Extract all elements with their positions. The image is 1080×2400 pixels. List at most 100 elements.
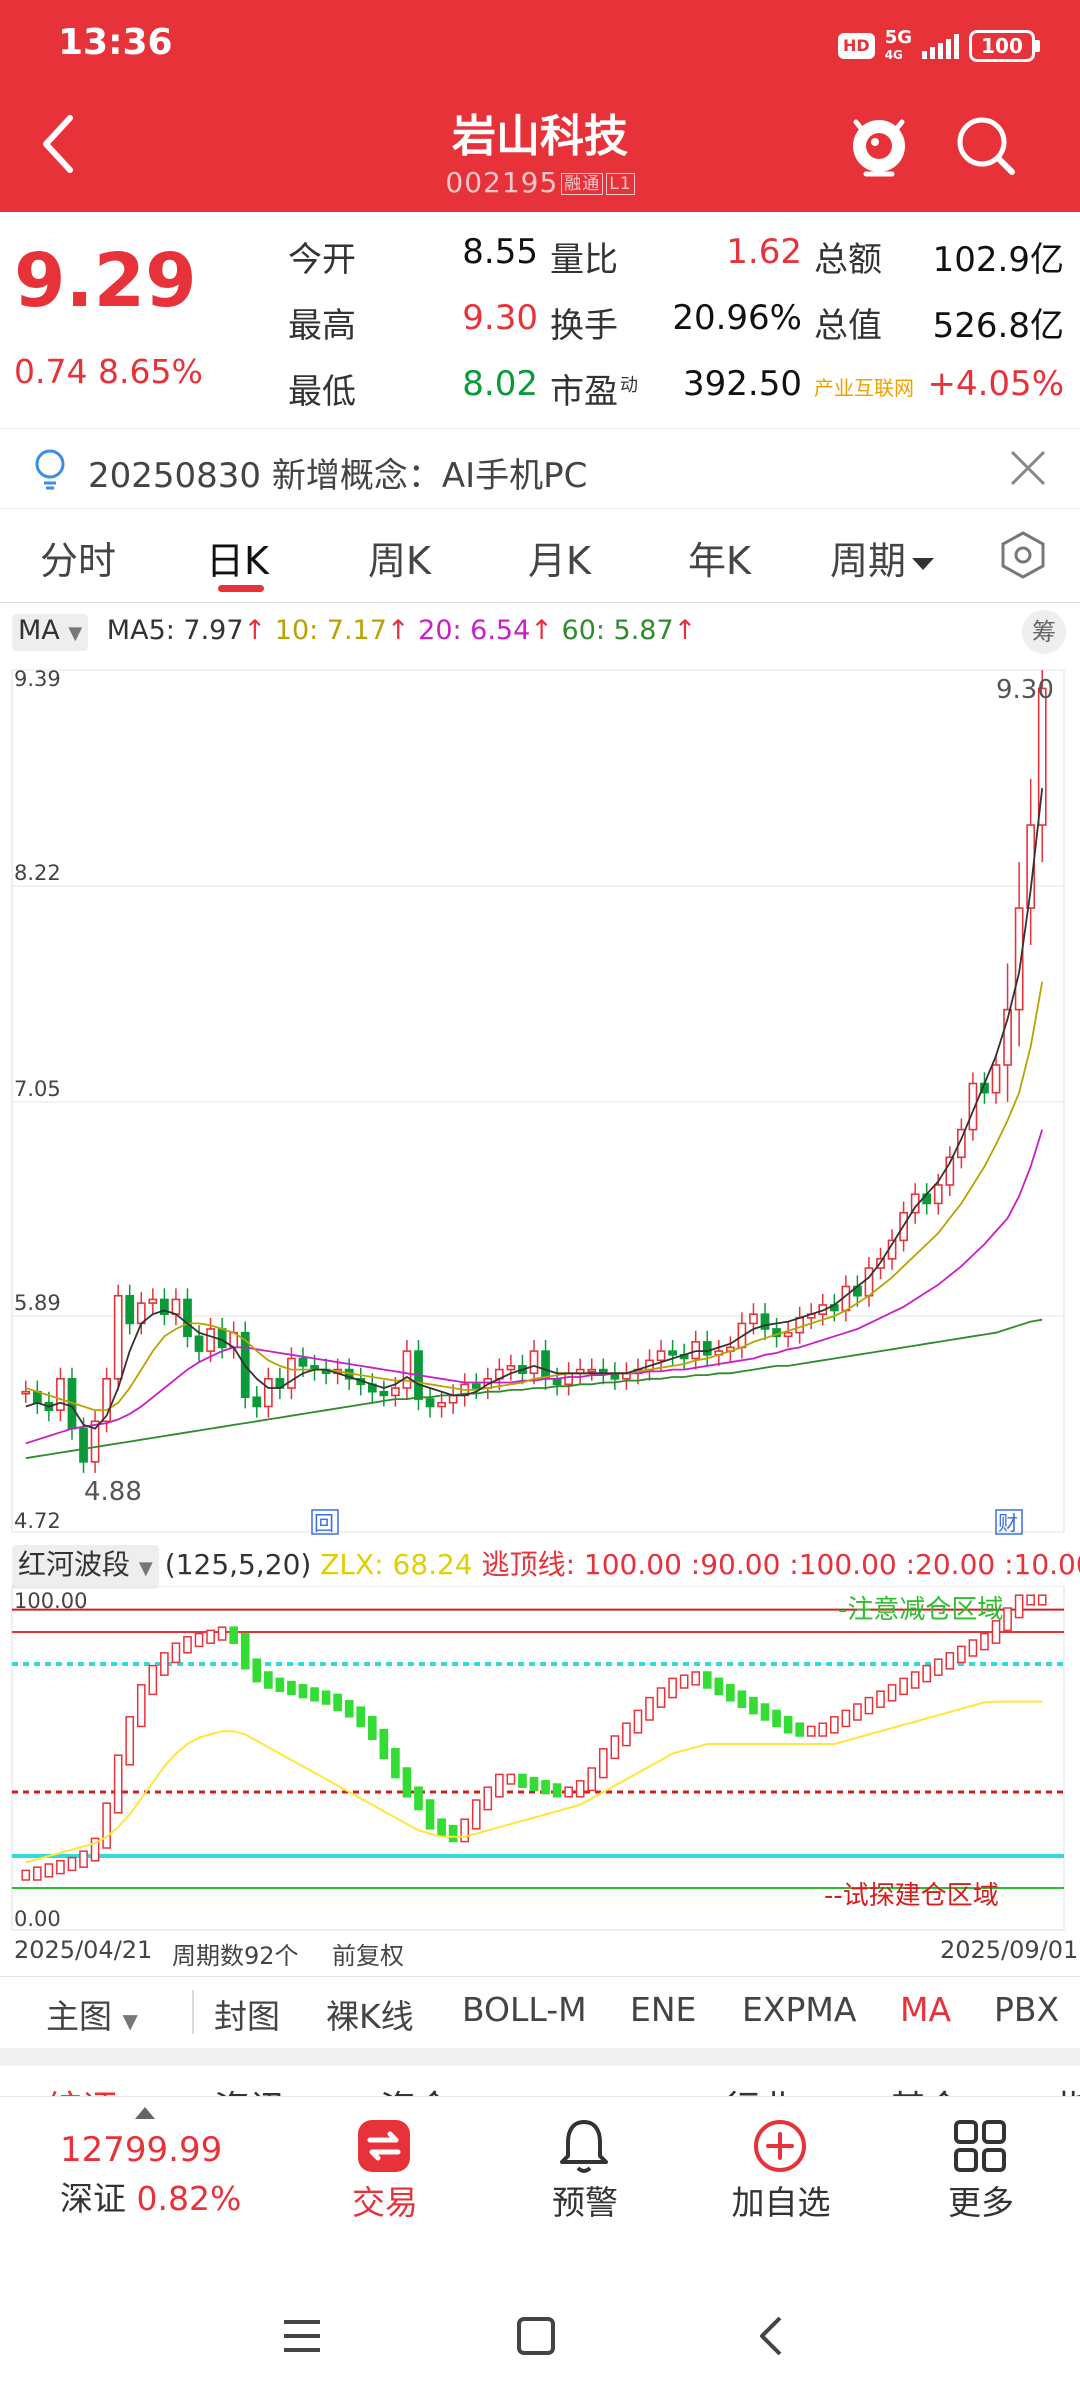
close-icon[interactable] bbox=[1008, 448, 1048, 488]
adjust-mode: 前复权 bbox=[332, 1942, 404, 1970]
back-arrow-icon[interactable] bbox=[38, 112, 78, 176]
ma-legend: MA ▼ MA5: 7.97↑ 10: 7.17↑ 20: 6.54↑ 60: … bbox=[12, 614, 696, 651]
band-bar bbox=[344, 1700, 354, 1718]
event-marker-box bbox=[311, 1509, 339, 1535]
index-line[interactable]: 深证 0.82% bbox=[60, 2179, 242, 2218]
section-divider bbox=[0, 2048, 1080, 2066]
band-bar bbox=[702, 1671, 712, 1689]
ma10-label: 10: 7.17 bbox=[274, 615, 387, 646]
band-bar bbox=[726, 1684, 735, 1702]
add-watchlist-icon[interactable] bbox=[752, 2118, 808, 2174]
indicator-params: (125,5,20) bbox=[164, 1548, 312, 1581]
upper-zone-label: -注意减仓区域 bbox=[838, 1595, 1003, 1625]
bell-icon[interactable] bbox=[556, 2116, 612, 2176]
candle-body bbox=[506, 1365, 516, 1371]
band-bar bbox=[853, 1703, 862, 1721]
tool-main-chart[interactable]: 主图 ▼ bbox=[46, 1997, 138, 2036]
band-bar bbox=[656, 1687, 666, 1708]
candle-body bbox=[217, 1328, 227, 1349]
nav-alert[interactable]: 预警 bbox=[552, 2183, 618, 2222]
band-bar bbox=[876, 1690, 885, 1708]
tab-weekly-k[interactable]: 周K bbox=[368, 539, 431, 583]
plot-frame bbox=[11, 669, 1065, 1533]
y-tick-label: 7.05 bbox=[14, 1077, 61, 1101]
tab-intraday[interactable]: 分时 bbox=[40, 539, 117, 583]
tool-ene[interactable]: ENE bbox=[630, 1990, 697, 2029]
nav-trade[interactable]: 交易 bbox=[352, 2183, 418, 2222]
tab-yearly-k[interactable]: 年K bbox=[688, 539, 751, 583]
band-bar bbox=[1003, 1607, 1012, 1632]
band-bar bbox=[760, 1703, 770, 1721]
period-count: 周期数92个 bbox=[172, 1942, 299, 1970]
grid-more-icon[interactable] bbox=[952, 2118, 1008, 2174]
index-value[interactable]: 12799.99 bbox=[60, 2130, 223, 2170]
chart-area[interactable] bbox=[0, 602, 1080, 1982]
sector-name[interactable]: 产业互联网 bbox=[814, 376, 914, 400]
status-icons: HD 5G 4G 100 bbox=[838, 26, 1040, 66]
settings-hexagon-icon[interactable] bbox=[998, 530, 1048, 580]
band-bar bbox=[622, 1722, 631, 1747]
mascot-icon[interactable] bbox=[846, 108, 912, 180]
band-bar bbox=[598, 1748, 608, 1779]
concept-notice[interactable] bbox=[0, 428, 1080, 506]
band-bar bbox=[356, 1706, 366, 1728]
candle-body bbox=[160, 1298, 169, 1315]
band-bar bbox=[980, 1632, 989, 1651]
tool-expma[interactable]: EXPMA bbox=[742, 1990, 857, 2029]
tool-boll-m[interactable]: BOLL-M bbox=[462, 1990, 587, 2029]
indicator-legend: 红河波段 ▼ (125,5,20) ZLX: 68.24 逃顶线: 100.00 … bbox=[12, 1545, 1080, 1589]
band-bar bbox=[367, 1716, 377, 1740]
band-bar bbox=[529, 1776, 539, 1792]
indicator-selector[interactable]: 红河波段 ▼ bbox=[12, 1545, 159, 1589]
candle-body bbox=[102, 1377, 112, 1423]
band-bar bbox=[333, 1693, 342, 1712]
band-bar bbox=[552, 1783, 562, 1798]
candle-body bbox=[379, 1390, 389, 1397]
indicator-zlx: ZLX: 68.24 bbox=[320, 1548, 473, 1581]
sector-change[interactable]: +4.05% bbox=[927, 364, 1065, 404]
tab-period[interactable]: 周期 bbox=[830, 530, 936, 585]
candle-body bbox=[749, 1313, 758, 1325]
candle-body bbox=[425, 1398, 435, 1408]
search-icon[interactable] bbox=[952, 108, 1018, 180]
candle-body bbox=[252, 1396, 262, 1408]
trade-icon[interactable] bbox=[356, 2118, 412, 2174]
tool-pbx[interactable]: PBX bbox=[994, 1990, 1060, 2029]
ma20-line bbox=[25, 1129, 1044, 1445]
candle-body bbox=[56, 1377, 65, 1411]
candle-body bbox=[1037, 687, 1047, 826]
ma-selector[interactable]: MA ▼ bbox=[12, 614, 89, 651]
candlestick-chart[interactable]: 9.39 8.22 7.05 5.89 4.72 9.30 4.88 回 财 bbox=[0, 656, 1080, 1546]
candle-body bbox=[437, 1401, 446, 1408]
candle-body bbox=[298, 1357, 308, 1367]
band-bar bbox=[772, 1709, 781, 1728]
candle-body bbox=[529, 1350, 539, 1375]
menu-icon[interactable] bbox=[282, 2318, 322, 2354]
candle-body bbox=[448, 1394, 458, 1404]
tool-seal-chart[interactable]: 封图 bbox=[214, 1997, 280, 2036]
nav-add-watchlist[interactable]: 加自选 bbox=[731, 2183, 831, 2222]
tab-monthly-k[interactable]: 月K bbox=[528, 539, 591, 583]
home-icon[interactable] bbox=[516, 2316, 556, 2356]
band-bar bbox=[287, 1680, 296, 1696]
candle-body bbox=[391, 1387, 400, 1397]
band-bar bbox=[125, 1716, 135, 1766]
nav-more[interactable]: 更多 bbox=[948, 2183, 1014, 2222]
stock-name: 岩山科技 bbox=[452, 111, 628, 162]
candle-body bbox=[471, 1383, 481, 1389]
finance-marker-box bbox=[995, 1509, 1023, 1535]
band-indicator-chart[interactable]: 100.000.00-注意减仓区域--试探建仓区域 bbox=[0, 1586, 1080, 1934]
band-bar bbox=[217, 1626, 227, 1641]
chip-distribution-button[interactable]: 筹 bbox=[1022, 610, 1066, 654]
band-bar bbox=[933, 1658, 943, 1676]
tool-bare-k[interactable]: 裸K线 bbox=[326, 1997, 414, 2036]
band-bar bbox=[379, 1728, 389, 1760]
back-icon[interactable] bbox=[756, 2314, 786, 2358]
band-bar bbox=[645, 1696, 654, 1721]
zlx-line bbox=[25, 1700, 1043, 1864]
value-volume-ratio: 1.62 bbox=[726, 232, 802, 272]
band-bar bbox=[864, 1696, 874, 1715]
tool-ma[interactable]: MA bbox=[900, 1990, 952, 2029]
tab-daily-k[interactable]: 日K bbox=[206, 539, 269, 583]
